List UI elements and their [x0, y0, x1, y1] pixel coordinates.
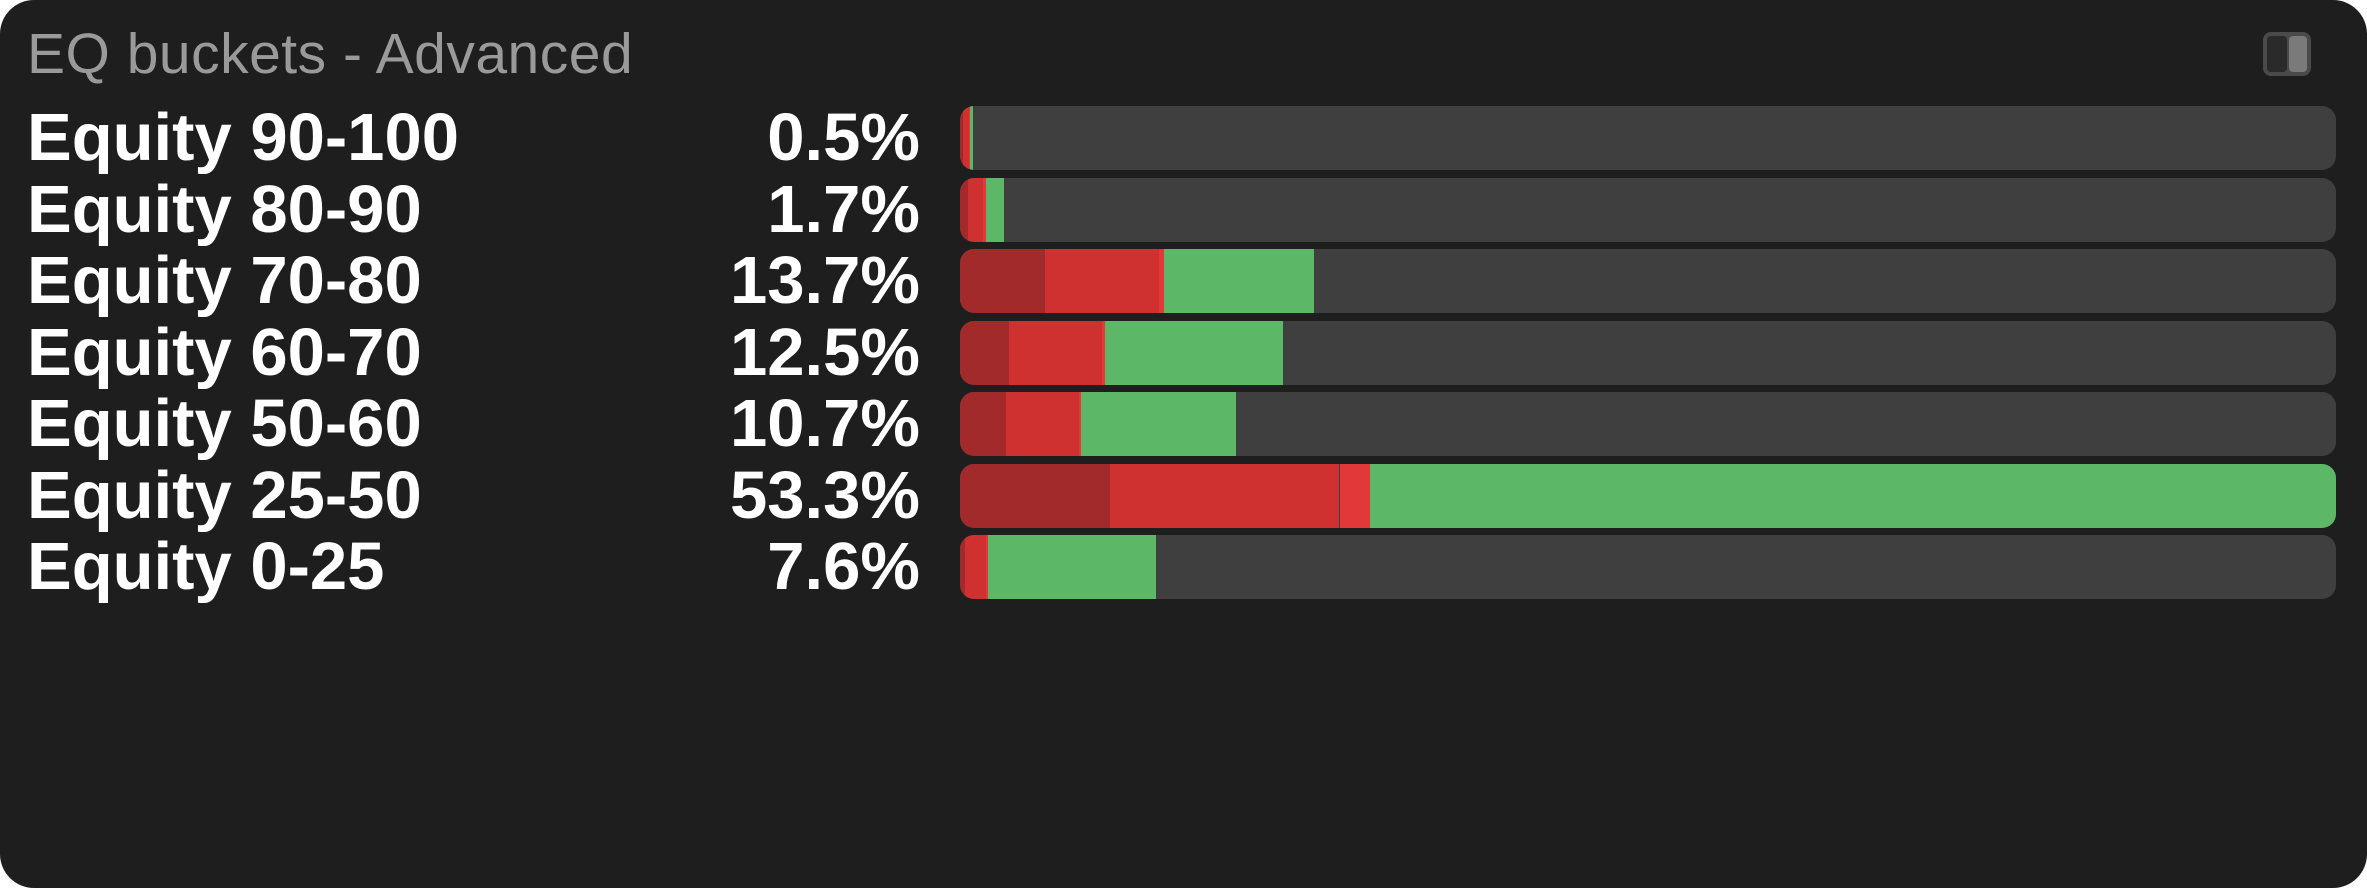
bucket-percent: 13.7%: [730, 243, 920, 318]
bucket-bar-segment: [1045, 249, 1159, 313]
bucket-bar-segment: [960, 178, 968, 242]
bucket-bar-segment: [1104, 321, 1283, 385]
bucket-row: Equity 70-80 13.7%: [0, 243, 2367, 318]
bucket-bar-track: [960, 249, 2336, 313]
bucket-label: Equity 90-100: [27, 100, 459, 175]
bucket-bar-segment: [983, 178, 986, 242]
bucket-row: Equity 0-25 7.6%: [0, 529, 2367, 604]
bucket-bar-segment: [1109, 464, 1340, 528]
sidebar-toggle-icon[interactable]: [2262, 31, 2312, 77]
bucket-bar-track: [960, 464, 2336, 528]
bucket-label: Equity 25-50: [27, 458, 422, 533]
bucket-row: Equity 25-50 53.3%: [0, 458, 2367, 533]
bucket-percent: 7.6%: [767, 529, 920, 604]
bucket-bar-segment: [985, 178, 1004, 242]
bucket-bar-segment: [1158, 249, 1164, 313]
bucket-bar-segment: [969, 106, 971, 170]
bucket-bar-segment: [1163, 249, 1314, 313]
bucket-label: Equity 70-80: [27, 243, 422, 318]
bucket-percent: 10.7%: [730, 386, 920, 461]
panel-title: EQ buckets - Advanced: [27, 22, 634, 86]
bucket-percent: 0.5%: [767, 100, 920, 175]
bucket-bar-segment: [1006, 392, 1079, 456]
bucket-bar-track: [960, 178, 2336, 242]
bucket-label: Equity 60-70: [27, 315, 422, 390]
sidebar-toggle-glyph: [2263, 32, 2311, 76]
bucket-percent: 53.3%: [730, 458, 920, 533]
bucket-bar-segment: [1081, 392, 1237, 456]
bucket-bar-segment: [1078, 392, 1082, 456]
bucket-row: Equity 50-60 10.7%: [0, 386, 2367, 461]
bucket-row: Equity 90-100 0.5%: [0, 100, 2367, 175]
bucket-bar-track: [960, 106, 2336, 170]
bucket-bar-segment: [970, 106, 973, 170]
bucket-bar-segment: [1009, 321, 1102, 385]
bucket-bar-segment: [960, 535, 966, 599]
bucket-row: Equity 80-90 1.7%: [0, 172, 2367, 247]
bucket-label: Equity 0-25: [27, 529, 385, 604]
bucket-bar-segment: [967, 178, 984, 242]
bucket-bar-segment: [960, 464, 1110, 528]
bucket-bar-segment: [988, 535, 1157, 599]
bucket-percent: 12.5%: [730, 315, 920, 390]
bucket-bar-track: [960, 321, 2336, 385]
bucket-bar-segment: [965, 535, 986, 599]
bucket-bar-segment: [960, 321, 1010, 385]
bucket-label: Equity 50-60: [27, 386, 422, 461]
bucket-bar-track: [960, 392, 2336, 456]
bucket-bar-segment: [985, 535, 989, 599]
bucket-percent: 1.7%: [767, 172, 920, 247]
bucket-row: Equity 60-70 12.5%: [0, 315, 2367, 390]
bucket-bar-segment: [1101, 321, 1105, 385]
bucket-bar-segment: [960, 249, 1046, 313]
bucket-bar-segment: [960, 392, 1007, 456]
bucket-bar-segment: [1339, 464, 1371, 528]
bucket-bar-segment: [960, 106, 963, 170]
bucket-bar-segment: [962, 106, 970, 170]
bucket-bar-track: [960, 535, 2336, 599]
bucket-label: Equity 80-90: [27, 172, 422, 247]
bucket-bar-segment: [1370, 464, 2336, 528]
